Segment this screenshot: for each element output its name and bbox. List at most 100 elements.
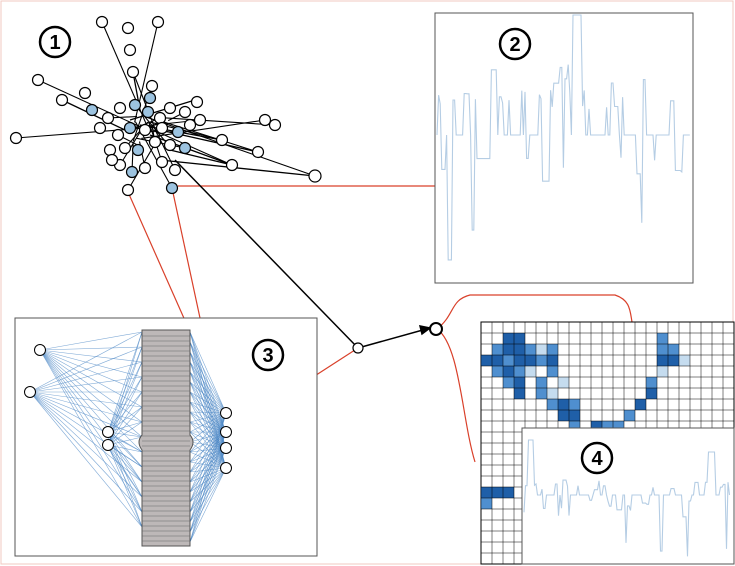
bundle-edge: [189, 401, 227, 433]
matrix-cell: [536, 377, 547, 388]
network-panel: [9, 15, 322, 197]
network-node: [153, 111, 167, 125]
network-edge: [152, 129, 233, 166]
bundle-edge: [29, 391, 143, 528]
matrix-cell: [536, 344, 547, 355]
bundle-edge: [29, 391, 143, 408]
bundle-edge: [189, 341, 227, 433]
bundle-edge: [29, 391, 143, 498]
network-node: [151, 15, 165, 29]
bundle-edge: [107, 421, 143, 446]
bundle-edge: [39, 349, 143, 393]
matrix-cell: [503, 377, 514, 388]
long-edges: [174, 159, 432, 349]
network-node: [138, 161, 152, 175]
bundle-edge: [29, 376, 143, 393]
network-node: [121, 21, 135, 35]
matrix-cell: [492, 487, 503, 498]
bundle-edge: [189, 467, 227, 493]
bundle-edge: [189, 361, 227, 469]
matrix-cell: [492, 344, 503, 355]
bipartite-node: [220, 426, 232, 438]
network-node: [163, 138, 177, 152]
matrix-cell: [569, 410, 580, 421]
badge-timeseries-label: 2: [509, 34, 520, 56]
bundle-edge: [39, 349, 143, 438]
network-node: [131, 143, 145, 157]
bundle-edge: [189, 467, 227, 503]
inset-timeseries-line: [523, 439, 731, 557]
network-node: [145, 79, 159, 93]
bundle-edge: [107, 444, 143, 528]
network-edge: [159, 159, 316, 177]
bundle-edge: [189, 467, 227, 483]
bundle-edge: [189, 467, 227, 543]
bundle-edge: [189, 411, 227, 469]
bundle-edge: [39, 349, 143, 513]
bundle-edge: [29, 391, 143, 453]
matrix-cell: [492, 355, 503, 366]
network-edge: [156, 116, 276, 126]
network-node: [105, 153, 119, 167]
bundle-edge: [189, 412, 227, 453]
matrix-cell: [547, 388, 558, 399]
matrix-cell: [492, 366, 503, 377]
bundle-edge: [189, 351, 227, 469]
network-node: [121, 183, 135, 197]
network-node: [95, 15, 109, 29]
bundle-edge: [189, 391, 227, 469]
network-node: [118, 141, 132, 155]
bundle-edge: [189, 371, 227, 433]
network-node: [85, 103, 99, 117]
bundle-edge: [107, 331, 143, 446]
matrix-cell: [481, 498, 492, 509]
bundle-edge: [189, 467, 227, 533]
bundle-edge: [29, 391, 143, 438]
link-hub-to-inset: [436, 328, 476, 463]
network-node: [148, 135, 162, 149]
matrix-cell: [657, 355, 668, 366]
badge-matrix-label: 4: [591, 448, 603, 470]
network-node: [251, 145, 265, 159]
bundle-edge: [189, 421, 227, 469]
bundle-edge: [107, 431, 143, 483]
matrix-cell: [503, 366, 514, 377]
matrix-cell: [646, 377, 657, 388]
bundle-edge: [189, 391, 227, 433]
matrix-cell: [547, 344, 558, 355]
bundle-edge: [29, 346, 143, 393]
bundle-edge: [189, 412, 227, 443]
bundle-edge: [107, 444, 143, 468]
central-bar-stack: [138, 329, 194, 547]
badge-timeseries: 2: [498, 27, 532, 61]
matrix-cell: [569, 399, 580, 410]
bundle-edge: [29, 391, 143, 513]
network-node: [178, 141, 192, 155]
matrix-cell: [503, 344, 514, 355]
network-node: [215, 133, 229, 147]
network-edge: [156, 119, 259, 153]
bundle-edge: [189, 412, 227, 463]
network-node: [225, 158, 239, 172]
bundle-edge: [39, 349, 143, 528]
network-node: [178, 105, 192, 119]
matrix-cell: [503, 355, 514, 366]
network-node: [123, 43, 137, 57]
matrix-cell: [481, 355, 492, 366]
bundle-edge: [189, 412, 227, 473]
bundle-edge: [189, 451, 227, 469]
bundle-edge: [189, 381, 227, 433]
network-node: [308, 169, 322, 183]
matrix-cell: [591, 421, 602, 432]
bundle-edge: [29, 331, 143, 393]
bundle-edge: [107, 346, 143, 446]
network-node: [31, 73, 45, 87]
bar-stack-lines: [142, 335, 190, 542]
network-node: [190, 95, 204, 109]
matrix-cell: [602, 421, 613, 432]
bundle-edge: [107, 431, 143, 498]
network-node: [163, 101, 177, 115]
bundle-edge: [107, 391, 143, 446]
network-node: [101, 111, 115, 125]
bipartite-node: [220, 407, 232, 419]
